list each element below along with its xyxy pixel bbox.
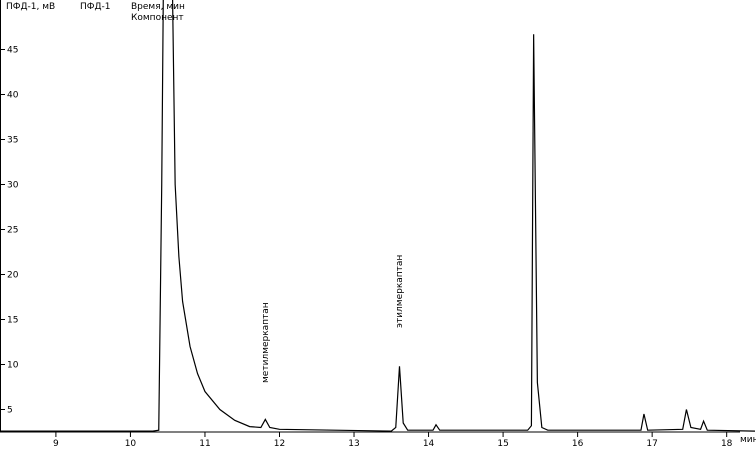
y-tick-label: 5 [7,406,13,416]
x-axis-label: мин [740,435,756,445]
x-tick-label: 10 [125,439,137,449]
x-tick-label: 11 [199,439,210,449]
x-tick-label: 17 [646,439,657,449]
y-tick-label: 45 [7,46,18,56]
y-tick-label: 15 [7,316,18,326]
x-tick-label: 13 [348,439,359,449]
channel-label: ПФД-1 [80,2,111,12]
x-tick-label: 14 [423,439,435,449]
x-tick-label: 15 [497,439,508,449]
peak-label: этилмеркаптан [395,255,405,328]
time-label: Время, мин [131,2,185,12]
y-tick-label: 10 [7,361,19,371]
x-tick-label: 12 [274,439,285,449]
component-label: Компонент [131,13,184,23]
x-tick-label: 9 [53,439,59,449]
y-tick-label: 25 [7,226,18,236]
y-axis-label: ПФД-1, мВ [6,2,55,12]
y-tick-label: 40 [7,91,19,101]
signal-line [0,0,756,432]
peak-label: метилмеркаптан [261,302,271,383]
x-tick-label: 16 [572,439,584,449]
y-tick-label: 35 [7,136,18,146]
y-tick-label: 30 [7,181,19,191]
y-tick-label: 20 [7,271,19,281]
x-tick-label: 18 [721,439,733,449]
